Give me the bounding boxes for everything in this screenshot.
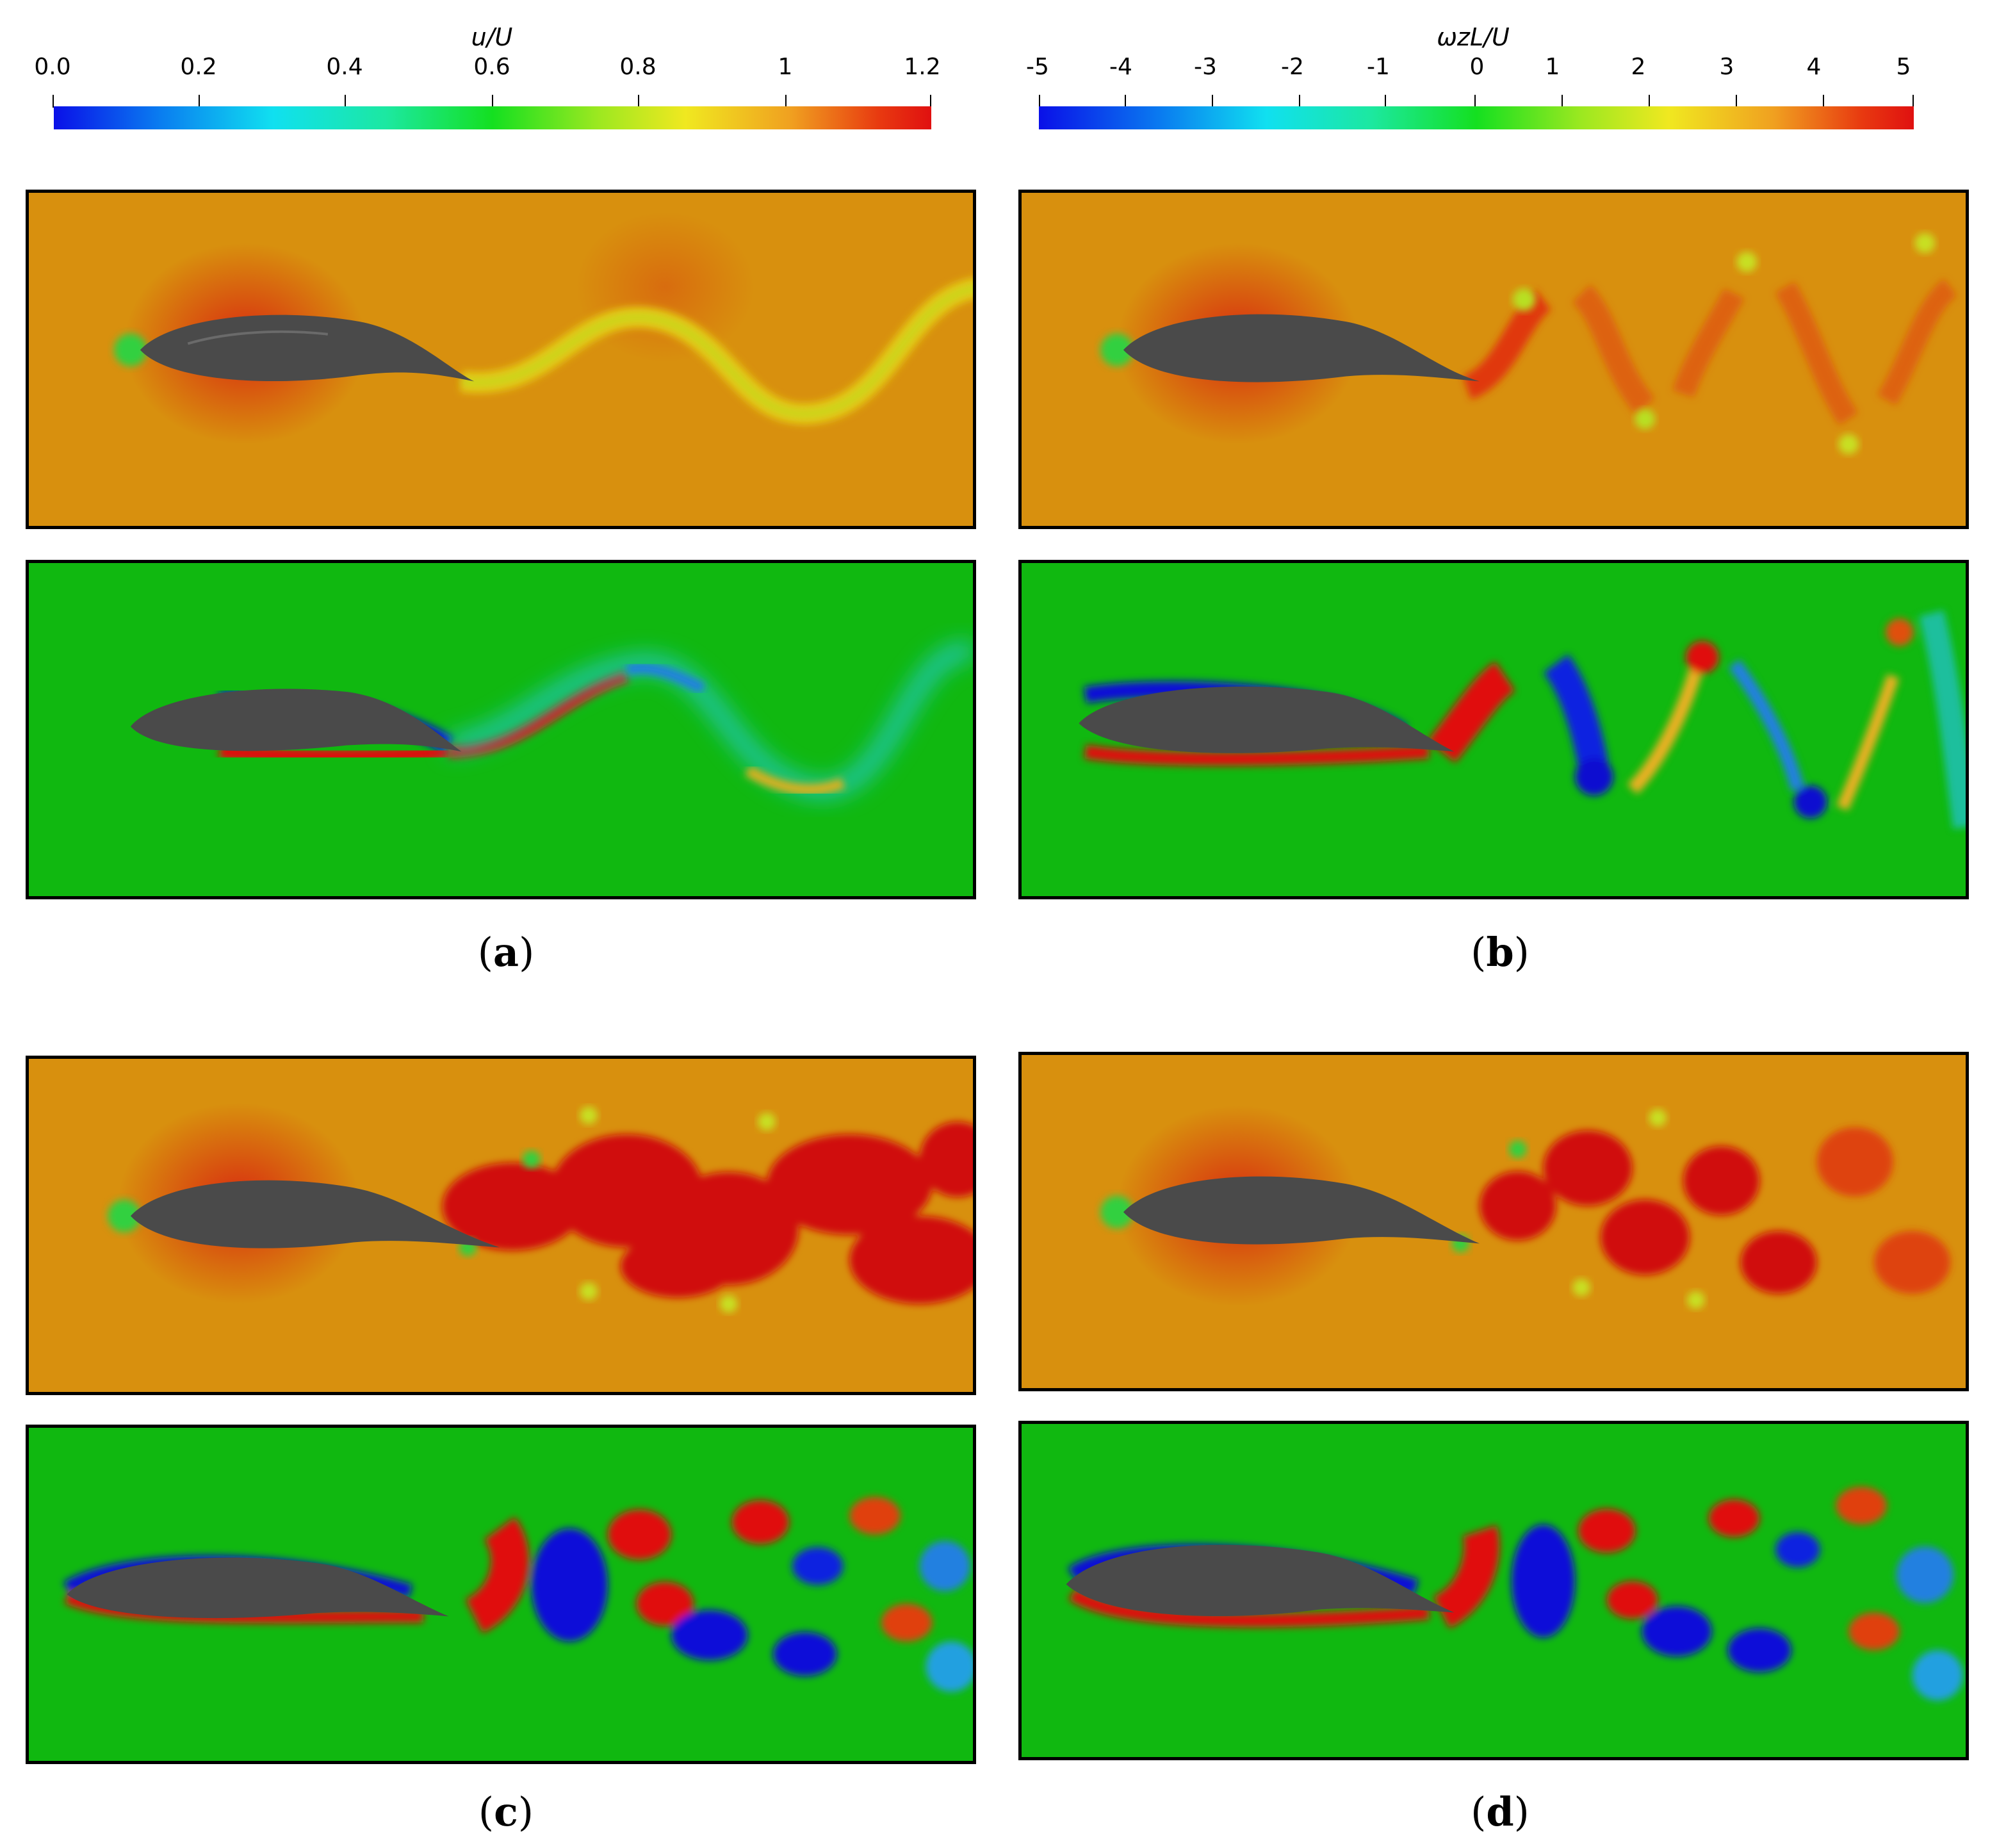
fish-body xyxy=(140,315,475,382)
subfigure-label-a: (a) xyxy=(477,929,535,976)
velocity-tick: 0.0 xyxy=(34,54,71,80)
panel-c-vorticity xyxy=(26,1425,976,1764)
vorticity-tick: 3 xyxy=(1719,54,1734,80)
panel-d-vorticity xyxy=(1018,1421,1969,1760)
subfigure-label-b: (b) xyxy=(1471,929,1529,976)
panel-a-vorticity xyxy=(26,560,976,899)
velocity-tick: 0.2 xyxy=(180,54,217,80)
vorticity-colorbar-title: ωzL/U xyxy=(1437,23,1510,51)
panel-b-vorticity xyxy=(1018,560,1969,899)
vorticity-tick: 1 xyxy=(1545,54,1560,80)
velocity-tick: 0.8 xyxy=(619,54,657,80)
vorticity-tick: 0 xyxy=(1469,54,1485,80)
vorticity-tick: -2 xyxy=(1281,54,1304,80)
vorticity-tick: -1 xyxy=(1367,54,1390,80)
subfigure-label-c: (c) xyxy=(478,1788,534,1835)
vorticity-colorbar-gradient xyxy=(1039,106,1914,129)
panel-d-velocity xyxy=(1018,1052,1969,1391)
vorticity-tick: 2 xyxy=(1631,54,1646,80)
vorticity-tick: -5 xyxy=(1026,54,1049,80)
vorticity-tick: -3 xyxy=(1194,54,1217,80)
velocity-tick: 1.2 xyxy=(904,54,941,80)
velocity-colorbar-gradient xyxy=(54,106,931,129)
panel-a-velocity xyxy=(26,190,976,529)
panel-c-velocity xyxy=(26,1056,976,1395)
velocity-tick: 0.4 xyxy=(326,54,363,80)
subfigure-label-d: (d) xyxy=(1471,1788,1529,1835)
panel-b-velocity xyxy=(1018,190,1969,529)
vorticity-tick: -4 xyxy=(1109,54,1132,80)
velocity-colorbar-title: u/U xyxy=(471,23,513,51)
vorticity-tick: 5 xyxy=(1896,54,1911,80)
velocity-tick: 1 xyxy=(778,54,793,80)
vorticity-tick: 4 xyxy=(1806,54,1822,80)
velocity-tick: 0.6 xyxy=(473,54,510,80)
